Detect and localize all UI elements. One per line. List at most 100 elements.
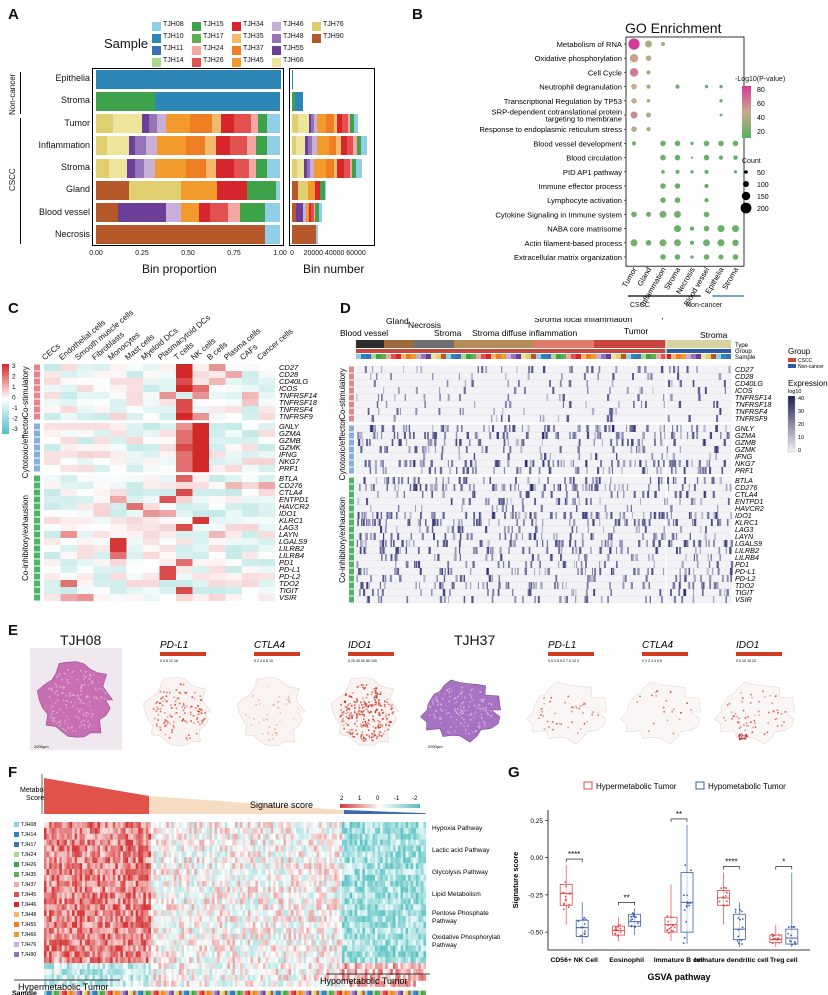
number-bar-segment: [315, 225, 318, 245]
panel-c-heatmap: CD27CD28CD40LGICOSTNFRSF14TNFRSF18TNFRSF…: [2, 363, 318, 602]
number-bar-segment: [307, 180, 315, 200]
scale-bar-label: 2000μm: [428, 744, 443, 749]
heatmap-cell: [192, 524, 210, 532]
gene-label: PD-L1: [279, 565, 300, 574]
legend-label: TJH46: [283, 21, 304, 28]
group-strip: [34, 538, 40, 545]
sample-track-cell: [576, 354, 581, 359]
number-bar-segment: [349, 158, 353, 178]
bar-segment: [96, 225, 266, 245]
go-term: Lymphocyte activation: [547, 196, 622, 205]
bar-segment: [276, 180, 281, 200]
bar-segment: [96, 203, 119, 223]
heatmap-cell: [126, 538, 144, 546]
legend-swatch: [192, 34, 201, 43]
go-dot: [631, 98, 637, 104]
go-dot: [690, 156, 694, 159]
panel-a-legend: TJH08 TJH10 TJH11 TJH14 TJH15 TJH17 TJH24 TJH26…: [152, 21, 352, 78]
heatmap-cell: [176, 510, 193, 518]
go-dot: [674, 254, 681, 260]
heatmap-cell: [192, 465, 210, 473]
e-gene-title: IDO1: [348, 640, 371, 651]
go-dot: [704, 169, 709, 174]
heatmap-cell: [143, 510, 160, 518]
c-scale-tick: 2: [12, 374, 16, 381]
f-sample-label: TJH37: [21, 882, 36, 888]
pathway-label: Oxidative Phosphorylation: [432, 934, 500, 941]
heatmap-cell: [60, 587, 78, 595]
number-bar-segment: [353, 114, 359, 134]
heatmap-cell: [209, 552, 226, 560]
heatmap-cell: [242, 482, 259, 490]
group-strip: [34, 475, 40, 482]
heatmap-cell: [126, 587, 144, 595]
heatmap-cell: [258, 482, 276, 490]
heatmap-cell: [209, 489, 226, 497]
d-gene-label: HAVCR2: [735, 504, 764, 513]
signature-scale: [340, 804, 420, 808]
heatmap-cell: [192, 531, 210, 539]
heatmap-cell: [209, 503, 226, 511]
heatmap-cell: [110, 524, 127, 532]
number-bar-segment: [344, 158, 350, 178]
bar-segment: [118, 203, 167, 223]
heatmap-cell: [60, 524, 78, 532]
legend-swatch: [232, 58, 241, 67]
heatmap-cell: [159, 580, 177, 588]
d-group-label: Cytotoxic/effector: [338, 418, 347, 480]
heatmap-cell: [126, 552, 144, 560]
heatmap-cell: [242, 545, 259, 553]
go-dot: [674, 210, 681, 218]
go-dot: [631, 83, 637, 90]
go-dot: [659, 210, 667, 218]
heatmap-cell: [126, 413, 144, 421]
heatmap-cell: [77, 524, 94, 532]
legend-swatch: [272, 58, 281, 67]
legend-label: TJH17: [203, 33, 224, 40]
bar-segment: [107, 136, 130, 156]
heatmap-cell: [242, 524, 259, 532]
pathway-label: Pentose Phosphate: [432, 910, 489, 917]
heatmap-cell: [176, 594, 193, 602]
legend-swatch: [152, 22, 161, 31]
heatmap-cell: [176, 399, 193, 407]
e-gene-title: CTLA4: [254, 640, 286, 651]
legend-swatch: [232, 46, 241, 55]
panel-b-group-noncancer: Non-cancer: [686, 302, 723, 309]
color-tick: 60: [757, 101, 765, 108]
number-bar-segment: [356, 158, 362, 178]
group-strip: [34, 458, 40, 465]
sample-track-cell: [666, 354, 671, 359]
heatmap-cell: [159, 423, 177, 431]
go-dot: [703, 211, 710, 218]
heatmap-cell: [176, 587, 193, 595]
d-gene-label: GZMA: [735, 431, 756, 440]
number-bar-segment: [292, 91, 296, 111]
heatmap-cell: [143, 531, 160, 539]
d-gene-label: LGALS9: [735, 539, 762, 548]
heatmap-cell: [143, 566, 160, 574]
d-gene-label: NKG7: [735, 459, 756, 468]
legend-swatch: [312, 34, 321, 43]
go-dot: [645, 40, 652, 48]
gene-label: IDO1: [279, 509, 297, 518]
heatmap-cell: [77, 423, 94, 431]
heatmap-cell: [225, 475, 243, 483]
heatmap-cell: [209, 594, 226, 602]
legend-label: TJH48: [283, 33, 304, 40]
panel-a-number-bars: [289, 68, 375, 246]
heatmap-cell: [93, 580, 111, 588]
heatmap-cell: [126, 545, 144, 553]
heatmap-cell: [159, 430, 177, 438]
sample-track-cell: [546, 354, 551, 359]
number-bar-segment: [314, 180, 321, 200]
heatmap-cell: [225, 458, 243, 466]
group-label: Co-stimulatory: [21, 366, 30, 418]
tissue-section: [420, 679, 501, 743]
heatmap-cell: [110, 482, 127, 490]
heatmap-cell: [143, 482, 160, 490]
g-significance: *: [782, 858, 785, 867]
number-bar-segment: [316, 136, 329, 156]
heatmap-cell: [209, 475, 226, 483]
